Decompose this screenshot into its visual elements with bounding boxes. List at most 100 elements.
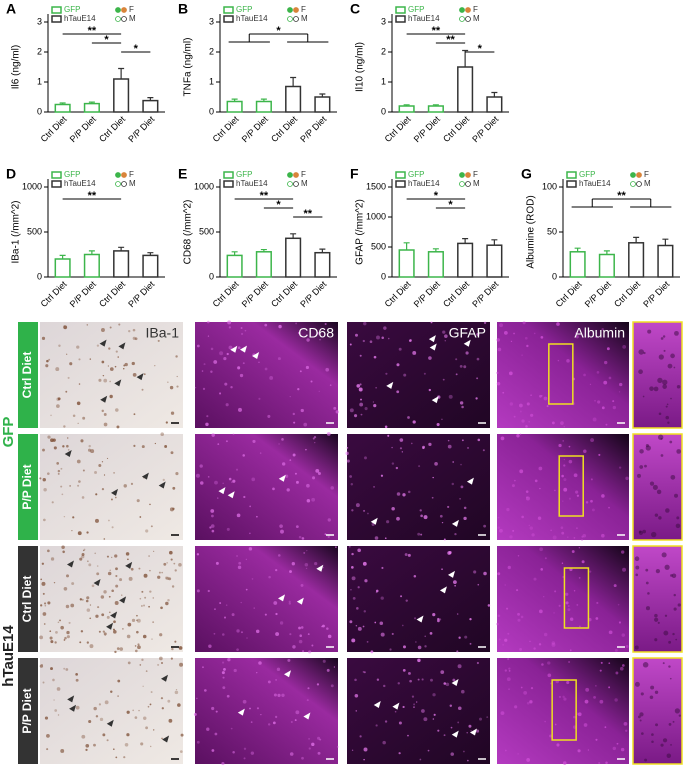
texture (430, 678, 433, 682)
texture (88, 563, 92, 567)
texture (277, 357, 281, 361)
texture (269, 376, 274, 380)
texture (439, 514, 443, 518)
arrowhead (431, 396, 439, 404)
texture (215, 710, 218, 713)
texture (310, 380, 313, 383)
texture (575, 490, 579, 494)
texture (601, 406, 605, 410)
texture (78, 480, 81, 483)
arrowhead (218, 487, 226, 495)
texture (525, 490, 529, 493)
texture (278, 324, 282, 329)
legend-dot (287, 16, 293, 22)
texture (664, 564, 670, 570)
significance-label: * (448, 199, 453, 211)
texture (358, 387, 363, 392)
texture (224, 382, 228, 386)
texture (170, 657, 173, 660)
texture (66, 630, 70, 635)
texture (647, 329, 652, 334)
texture (497, 572, 501, 576)
texture (102, 630, 105, 633)
texture (103, 590, 107, 594)
texture (330, 486, 335, 490)
texture (463, 328, 467, 331)
texture (166, 576, 170, 581)
texture (640, 692, 644, 696)
texture (359, 735, 362, 738)
texture (226, 694, 230, 698)
error-bar (231, 98, 238, 102)
texture (523, 690, 528, 695)
texture (596, 371, 600, 374)
texture (496, 622, 499, 626)
texture (167, 599, 170, 602)
texture (137, 643, 140, 646)
texture (583, 449, 587, 453)
texture (676, 449, 682, 454)
arrowhead (118, 342, 126, 350)
texture (360, 413, 363, 416)
texture (298, 626, 301, 630)
texture (100, 595, 105, 599)
error-bar (603, 250, 610, 255)
texture (297, 388, 300, 391)
x-tick-label: P/P Diet (126, 114, 157, 145)
texture (350, 589, 352, 591)
texture (311, 742, 315, 747)
texture (87, 448, 92, 452)
texture (127, 558, 129, 561)
texture (442, 330, 446, 334)
texture (453, 580, 457, 584)
row-label: P/P Diet (20, 464, 34, 509)
error-bar (59, 254, 66, 259)
y-axis-label: GFAP (/mm^2) (355, 199, 366, 265)
texture (360, 398, 363, 401)
texture (430, 321, 433, 324)
texture (169, 507, 174, 512)
texture (102, 733, 106, 737)
texture (441, 418, 443, 421)
texture (540, 335, 544, 339)
y-tick-label: 100 (542, 181, 557, 191)
significance-label: * (104, 34, 109, 46)
texture (455, 373, 458, 376)
legend-swatch (395, 6, 406, 14)
texture (599, 699, 604, 704)
texture (391, 632, 394, 635)
texture (529, 700, 533, 704)
texture (172, 486, 176, 490)
legend-dot (630, 181, 636, 187)
texture (141, 658, 144, 662)
texture (256, 515, 258, 518)
texture (619, 666, 624, 671)
error-bar (260, 248, 267, 252)
texture (590, 499, 593, 503)
texture (237, 565, 242, 570)
error-bar (147, 97, 154, 101)
texture (324, 533, 327, 536)
legend-label: GFP (236, 170, 252, 179)
texture (634, 681, 640, 687)
texture (354, 678, 357, 682)
texture (289, 752, 294, 756)
texture (483, 571, 487, 576)
texture (252, 439, 256, 443)
texture (231, 613, 235, 617)
texture (243, 495, 246, 499)
texture (363, 509, 366, 512)
texture (226, 352, 229, 356)
texture (510, 340, 513, 343)
texture (613, 584, 617, 588)
texture (558, 443, 562, 448)
legend-label: hTauE14 (64, 14, 96, 23)
texture (237, 366, 241, 370)
bar (255, 251, 272, 278)
texture (140, 742, 144, 746)
texture (109, 367, 114, 371)
texture (641, 732, 644, 735)
texture (117, 356, 120, 358)
texture (96, 344, 100, 347)
texture (655, 569, 661, 574)
